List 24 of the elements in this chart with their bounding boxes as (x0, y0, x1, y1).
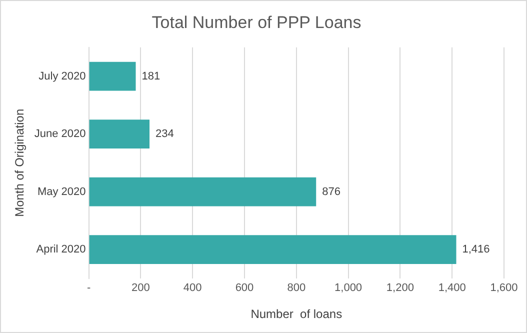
data-label: 876 (322, 186, 340, 198)
bar (89, 177, 316, 206)
y-tick-label: June 2020 (34, 128, 86, 140)
y-axis-title: Month of Origination (12, 108, 27, 217)
x-tick-label: 1,200 (386, 282, 414, 294)
bar (89, 120, 150, 148)
y-tick-label: May 2020 (37, 186, 86, 198)
y-tick-label: April 2020 (36, 244, 86, 256)
x-tick-label: 200 (132, 282, 150, 294)
x-tick-label: 1,600 (490, 282, 518, 294)
x-tick-label: 1,000 (334, 282, 362, 294)
y-tick-label: July 2020 (38, 70, 86, 82)
data-label: 1,416 (462, 244, 490, 256)
x-tick-label: 1,400 (438, 282, 466, 294)
data-label: 234 (156, 128, 174, 140)
x-tick-label: - (86, 282, 91, 294)
bar (89, 62, 136, 91)
x-tick-label: 400 (183, 282, 202, 294)
x-axis-title: Number of loans (250, 307, 342, 322)
chart-title: Total Number of PPP Loans (152, 12, 362, 32)
x-tick-label: 800 (287, 282, 306, 294)
data-label: 181 (142, 70, 160, 82)
x-tick-label: 600 (235, 282, 254, 294)
bar (89, 235, 456, 264)
